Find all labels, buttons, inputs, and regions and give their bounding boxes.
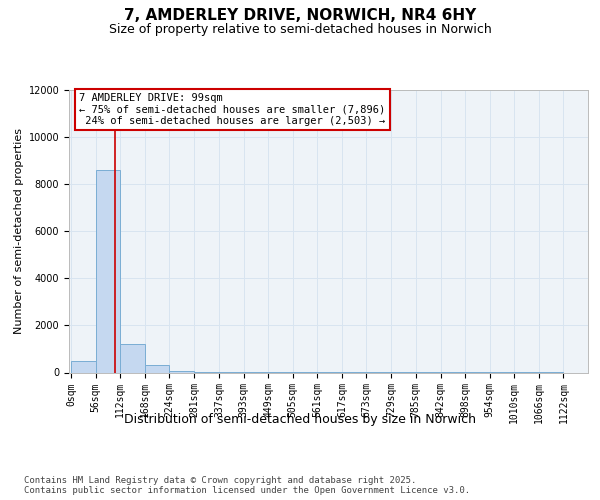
Bar <box>145 366 169 372</box>
Text: Size of property relative to semi-detached houses in Norwich: Size of property relative to semi-detach… <box>109 22 491 36</box>
Bar <box>96 170 121 372</box>
Text: 7, AMDERLEY DRIVE, NORWICH, NR4 6HY: 7, AMDERLEY DRIVE, NORWICH, NR4 6HY <box>124 8 476 22</box>
Text: 7 AMDERLEY DRIVE: 99sqm
← 75% of semi-detached houses are smaller (7,896)
 24% o: 7 AMDERLEY DRIVE: 99sqm ← 75% of semi-de… <box>79 93 386 126</box>
Bar <box>71 360 96 372</box>
Text: Distribution of semi-detached houses by size in Norwich: Distribution of semi-detached houses by … <box>124 412 476 426</box>
Bar <box>121 344 145 372</box>
Y-axis label: Number of semi-detached properties: Number of semi-detached properties <box>14 128 25 334</box>
Text: Contains HM Land Registry data © Crown copyright and database right 2025.
Contai: Contains HM Land Registry data © Crown c… <box>24 476 470 495</box>
